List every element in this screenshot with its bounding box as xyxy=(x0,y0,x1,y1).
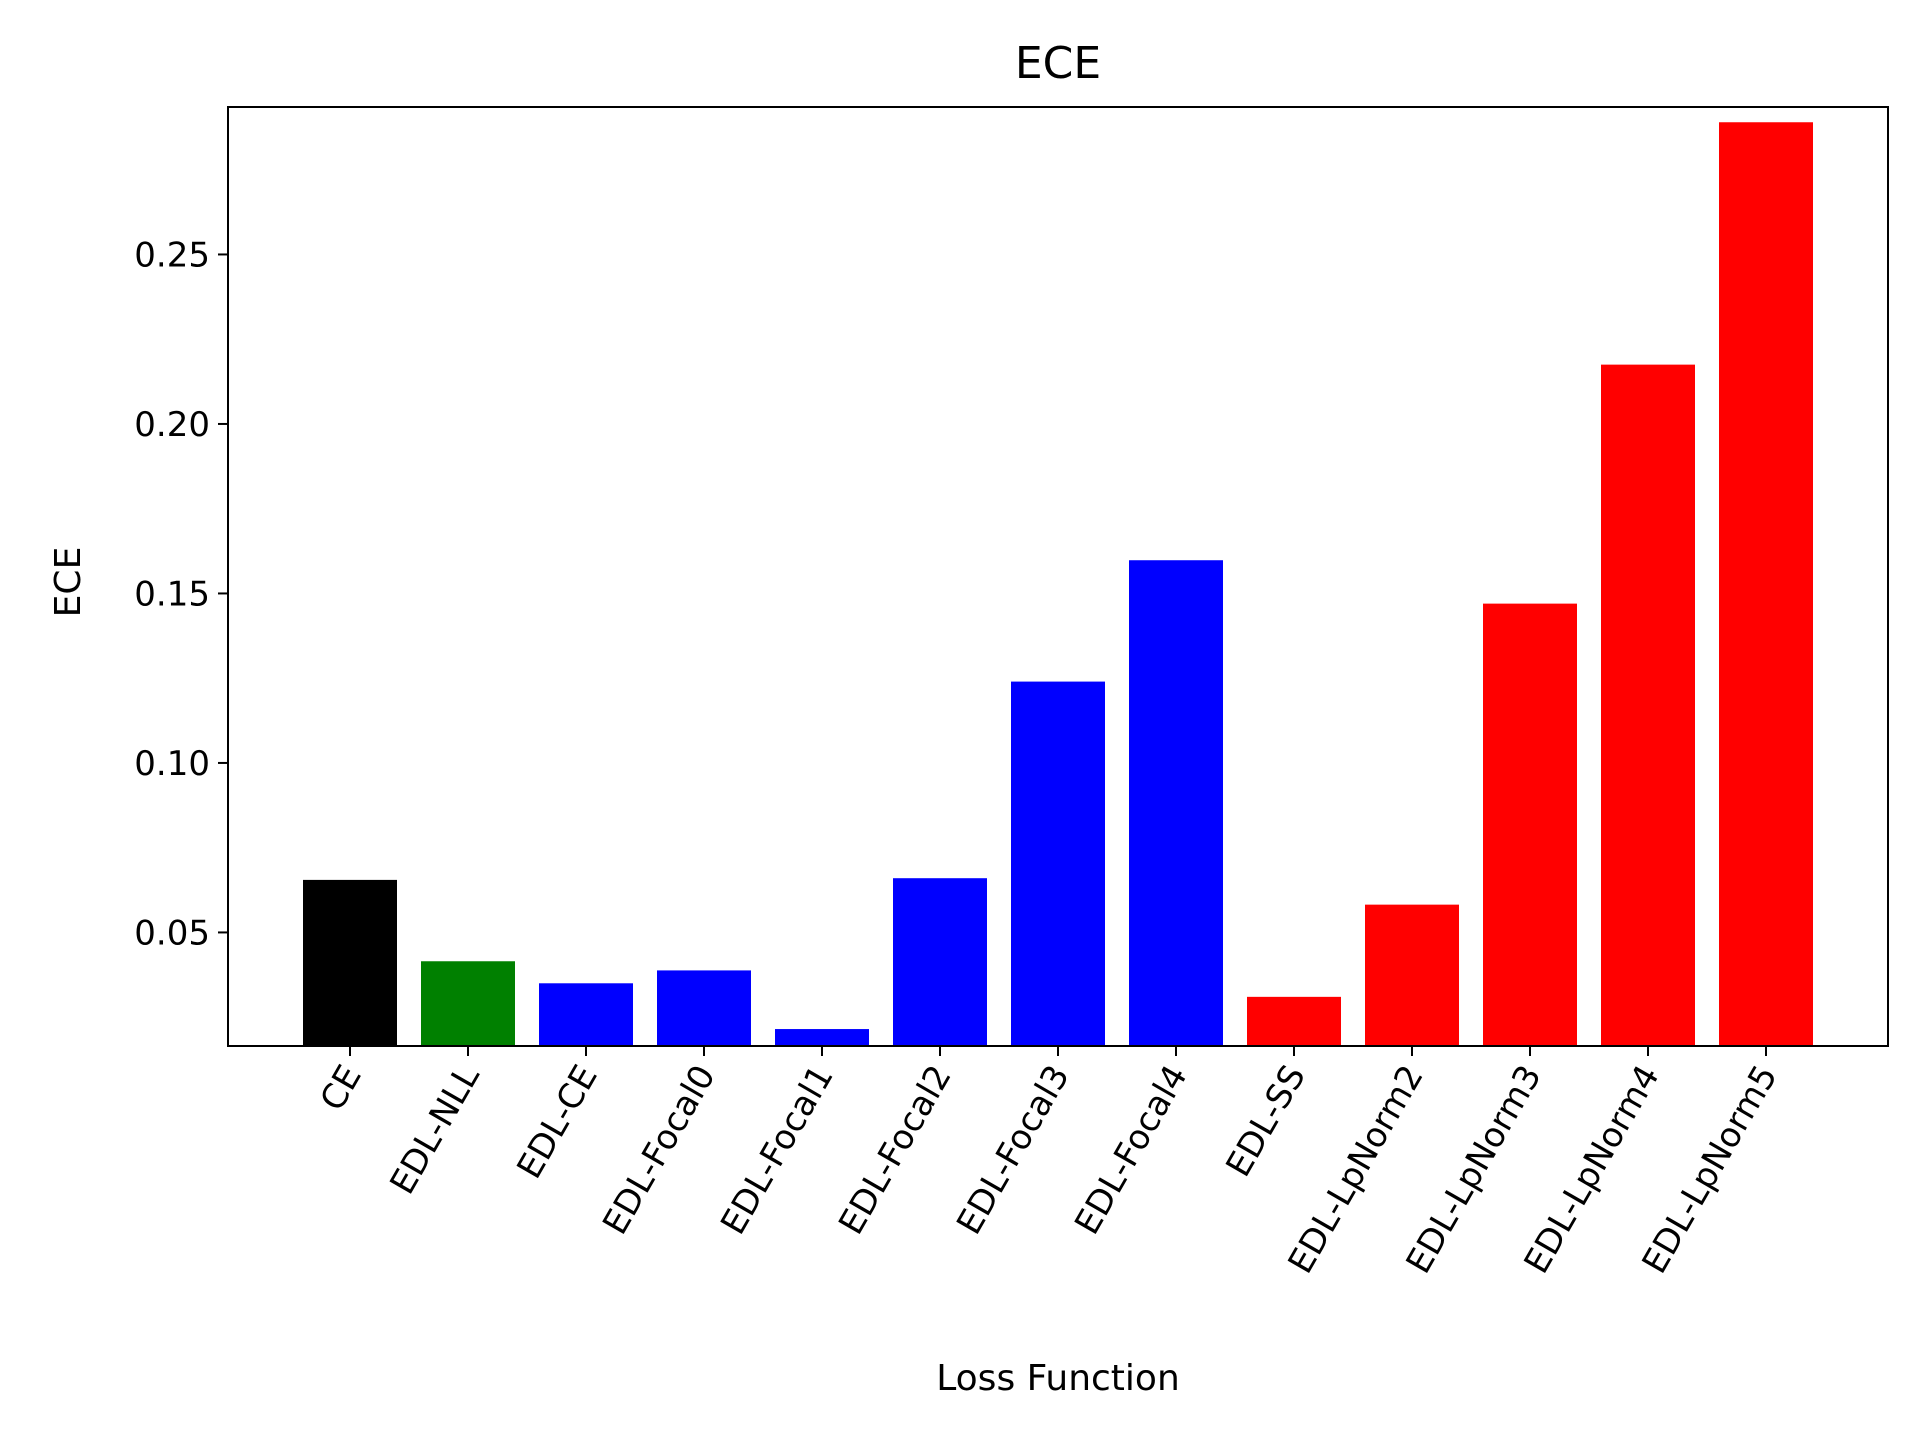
bars-group xyxy=(303,122,1813,1046)
plot-frame xyxy=(227,106,1889,1047)
x-axis-label: Loss Function xyxy=(936,1358,1180,1399)
x-tick-label: EDL-Focal2 xyxy=(831,1059,960,1242)
bar-edl-nll xyxy=(421,961,515,1046)
x-tick-label: EDL-Focal1 xyxy=(713,1059,842,1242)
bar-edl-focal1 xyxy=(775,1029,869,1046)
x-axis: CE EDL-NLL EDL-CEEDL-Focal0EDL-Focal1EDL-F… xyxy=(313,1046,1786,1280)
x-tick-label: EDL-Focal0 xyxy=(595,1059,724,1242)
y-tick-label: 0.10 xyxy=(134,744,210,784)
y-axis: 0.05 0.10 0.15 0.20 0.25 xyxy=(134,235,228,953)
chart-title: ECE xyxy=(1015,38,1101,89)
bar-edl-lpnorm4 xyxy=(1601,364,1695,1046)
x-tick-label: EDL-Focal3 xyxy=(949,1059,1078,1242)
x-tick-label: EDL-CE xyxy=(509,1059,605,1186)
bar-edl-focal2 xyxy=(893,878,987,1046)
x-tick-label: EDL-Focal4 xyxy=(1067,1059,1196,1242)
y-tick-label: 0.05 xyxy=(134,913,210,953)
y-axis-label: ECE xyxy=(48,547,89,618)
bar-edl-lpnorm5 xyxy=(1719,122,1813,1046)
bar-edl-ss xyxy=(1247,996,1341,1046)
x-tick-label: EDL-SS xyxy=(1218,1059,1313,1184)
bar-edl-lpnorm3 xyxy=(1483,603,1577,1046)
bar-edl-focal0 xyxy=(657,970,751,1046)
x-tick-label: EDL-NLL xyxy=(382,1058,487,1201)
x-tick-label: CE xyxy=(313,1059,370,1118)
bar-ce xyxy=(303,879,397,1046)
bar-edl-focal4 xyxy=(1129,560,1223,1046)
bar-edl-ce xyxy=(539,983,633,1046)
y-tick-label: 0.15 xyxy=(134,574,210,614)
y-tick-label: 0.25 xyxy=(134,235,210,275)
y-tick-label: 0.20 xyxy=(134,405,210,445)
bar-edl-lpnorm2 xyxy=(1365,904,1459,1046)
bar-edl-focal3 xyxy=(1011,681,1105,1046)
